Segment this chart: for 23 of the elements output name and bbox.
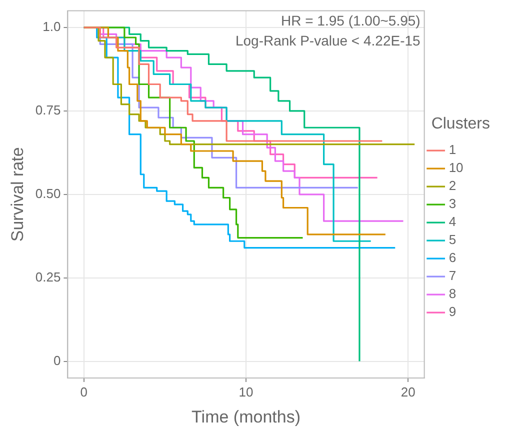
legend-label: 2 <box>448 178 456 194</box>
annotation: Log-Rank P-value < 4.22E-15 <box>235 32 421 49</box>
y-tick-label: 0 <box>53 352 61 368</box>
legend-title: Clusters <box>431 115 490 132</box>
legend-label: 6 <box>448 250 456 266</box>
y-tick-label: 1.0 <box>42 19 61 34</box>
x-tick-label: 20 <box>400 384 416 400</box>
y-tick-label: 0.25 <box>35 269 61 284</box>
legend-label: 4 <box>448 214 456 230</box>
x-tick-label: 10 <box>238 384 254 400</box>
y-tick-label: 0.50 <box>35 186 61 201</box>
annotation: HR = 1.95 (1.00~5.95) <box>281 12 420 29</box>
legend-label: 3 <box>448 196 456 212</box>
legend-label: 8 <box>448 286 456 302</box>
y-tick-label: 0.75 <box>35 102 61 118</box>
legend-label: 1 <box>448 142 456 158</box>
legend-label: 9 <box>448 304 456 320</box>
y-axis-title: Survival rate <box>8 147 27 242</box>
legend-label: 10 <box>448 160 464 176</box>
legend-label: 5 <box>448 232 456 248</box>
legend-label: 7 <box>448 268 456 284</box>
x-tick-label: 0 <box>80 384 88 400</box>
x-axis-title: Time (months) <box>192 407 300 426</box>
